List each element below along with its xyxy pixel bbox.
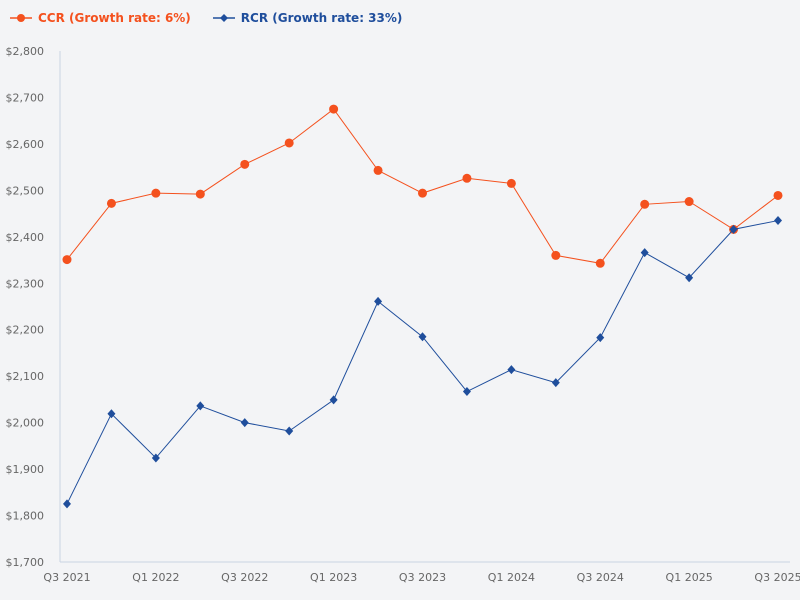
y-tick-label: $1,900 — [6, 463, 45, 476]
y-tick-label: $2,000 — [6, 417, 45, 430]
y-tick-label: $2,800 — [6, 45, 45, 58]
data-point — [418, 188, 427, 198]
data-point — [240, 418, 249, 428]
legend-item-ccr[interactable]: CCR (Growth rate: 6%) — [10, 11, 191, 25]
data-point — [151, 188, 161, 198]
data-point — [374, 296, 383, 306]
y-tick-label: $2,600 — [6, 138, 45, 151]
x-tick-label: Q3 2025 — [754, 571, 800, 584]
legend-item-rcr[interactable]: RCR (Growth rate: 33%) — [212, 11, 403, 25]
data-point — [240, 159, 250, 169]
data-point — [462, 173, 472, 183]
data-point — [729, 224, 738, 234]
circle-marker-icon — [10, 14, 32, 22]
data-point — [329, 395, 338, 405]
x-tick-label: Q3 2023 — [399, 571, 446, 584]
legend-label: CCR (Growth rate: 6%) — [38, 11, 191, 25]
data-point — [773, 190, 783, 200]
data-point — [462, 387, 471, 397]
series-line-1 — [66, 220, 779, 505]
data-point — [373, 165, 383, 175]
y-tick-label: $2,400 — [6, 231, 45, 244]
data-point — [106, 198, 116, 208]
data-point — [62, 255, 72, 265]
data-point — [506, 178, 516, 188]
y-tick-label: $2,700 — [6, 91, 45, 104]
y-tick-label: $2,300 — [6, 277, 45, 290]
y-tick-label: $2,100 — [6, 370, 45, 383]
data-point — [551, 378, 560, 388]
y-tick-label: $2,200 — [6, 324, 45, 337]
data-point — [774, 216, 782, 226]
series-line-0 — [66, 108, 779, 264]
data-point — [596, 333, 605, 343]
y-tick-label: $1,700 — [6, 556, 45, 569]
data-point — [418, 332, 427, 342]
data-point — [595, 258, 605, 268]
diamond-marker-icon — [212, 14, 235, 22]
data-point — [551, 250, 561, 260]
data-point — [640, 199, 650, 209]
x-tick-label: Q1 2025 — [666, 571, 713, 584]
data-point — [196, 401, 205, 411]
data-point — [285, 426, 294, 436]
data-point — [507, 365, 516, 375]
y-tick-label: $1,800 — [6, 510, 45, 523]
x-tick-label: Q3 2021 — [43, 571, 90, 584]
x-tick-label: Q1 2022 — [132, 571, 179, 584]
data-point — [284, 138, 294, 148]
legend-label: RCR (Growth rate: 33%) — [240, 11, 403, 25]
x-tick-label: Q1 2024 — [488, 571, 535, 584]
data-point — [329, 104, 339, 114]
data-point — [151, 453, 160, 463]
y-tick-label: $2,500 — [6, 184, 45, 197]
legend: CCR (Growth rate: 6%) RCR (Growth rate: … — [10, 8, 424, 28]
data-point — [63, 499, 71, 509]
data-point — [685, 273, 694, 283]
data-point — [107, 409, 116, 419]
data-point — [684, 197, 694, 207]
data-point — [640, 248, 649, 258]
data-point — [195, 189, 205, 199]
x-tick-label: Q3 2022 — [221, 571, 268, 584]
x-tick-label: Q3 2024 — [577, 571, 624, 584]
x-tick-label: Q1 2023 — [310, 571, 357, 584]
